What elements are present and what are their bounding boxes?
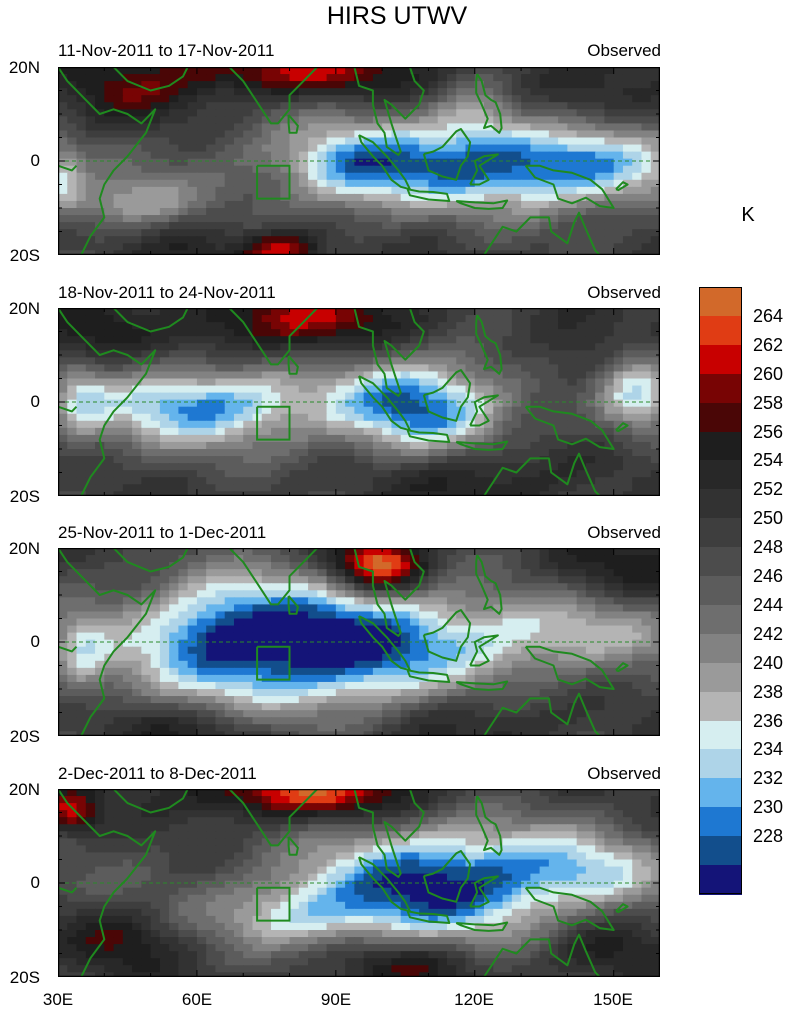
- colorbar-bin: [699, 431, 742, 461]
- colorbar-bin: [699, 315, 742, 346]
- region-box: [256, 886, 291, 922]
- panel-2-period: 18-Nov-2011 to 24-Nov-2011: [58, 283, 276, 302]
- utwv-field: [58, 308, 660, 496]
- colorbar-bin: [699, 720, 742, 750]
- colorbar-outline: [699, 287, 742, 894]
- colorbar-label: 262: [753, 334, 784, 355]
- colorbar-label: 246: [753, 566, 784, 586]
- colorbar-label: 232: [753, 768, 784, 789]
- colorbar-label: 244: [753, 594, 784, 615]
- colorbar-label: 242: [753, 623, 784, 644]
- panel-1-map: [58, 67, 660, 255]
- panel-3-ytick-20s: 20S: [9, 727, 40, 746]
- colorbar-bin: [699, 662, 742, 693]
- tick-marks: [58, 67, 660, 255]
- tick-marks: [58, 548, 660, 736]
- panel-3-ytick-0: 0: [30, 632, 40, 651]
- panel-3-map: [58, 548, 660, 736]
- colorbar-label: 264: [753, 305, 784, 326]
- colorbar-bin: [699, 865, 742, 895]
- panel-3-period: 25-Nov-2011 to 1-Dec-2011: [58, 523, 267, 542]
- colorbar-bin: [699, 633, 742, 664]
- colorbar-label: 250: [753, 508, 784, 529]
- panel-4-label: Observed: [587, 764, 661, 783]
- colorbar-label: 260: [753, 363, 784, 384]
- colorbar-bin: [699, 749, 742, 779]
- colorbar-bin: [699, 576, 742, 606]
- panel-4-ytick-0: 0: [30, 873, 40, 892]
- coastlines: [58, 789, 629, 977]
- colorbar-label: 236: [753, 710, 784, 731]
- panel-2-map: [58, 308, 660, 496]
- panel-2-ytick-20s: 20S: [9, 487, 40, 506]
- colorbar-bin: [699, 373, 742, 404]
- region-box: [256, 164, 291, 200]
- colorbar-bin: [699, 489, 742, 519]
- colorbar-label: 228: [753, 826, 784, 847]
- colorbar-bin: [699, 287, 742, 317]
- colorbar-bin: [699, 807, 742, 837]
- colorbar-bin: [699, 547, 742, 577]
- colorbar-bin: [699, 604, 742, 635]
- panel-3-ytick-20n: 20N: [8, 539, 40, 558]
- panel-1-ytick-20s: 20S: [9, 246, 40, 265]
- colorbar-unit-label: K: [741, 204, 755, 226]
- utwv-field: [58, 67, 660, 255]
- colorbar-label: 254: [753, 450, 784, 471]
- xtick-30e: 30E: [42, 990, 74, 1009]
- xtick-60e: 60E: [181, 990, 213, 1009]
- tick-marks: [58, 308, 660, 496]
- coastlines: [58, 308, 629, 496]
- panel-2-ytick-0: 0: [30, 392, 40, 411]
- tick-marks: [58, 789, 660, 977]
- region-box: [256, 645, 291, 681]
- chart-title: HIRS UTWV: [326, 2, 468, 30]
- xtick-120e: 120E: [454, 990, 494, 1009]
- colorbar-bin: [699, 460, 742, 490]
- colorbar-bin: [699, 518, 742, 548]
- coastlines: [58, 67, 629, 255]
- region-box: [256, 405, 291, 441]
- panel-2-ytick-20n: 20N: [8, 299, 40, 318]
- colorbar-label: 248: [753, 537, 784, 558]
- panel-1-ytick-0: 0: [30, 151, 40, 170]
- colorbar-bin: [699, 402, 742, 433]
- panel-4-period: 2-Dec-2011 to 8-Dec-2011: [58, 764, 257, 783]
- colorbar-bin: [699, 691, 742, 722]
- xtick-150e: 150E: [593, 990, 633, 1009]
- coastlines: [58, 548, 629, 736]
- panel-4-ytick-20s: 20S: [9, 968, 40, 987]
- panel-1-period: 11-Nov-2011 to 17-Nov-2011: [58, 41, 275, 60]
- panel-1-ytick-20n: 20N: [8, 58, 40, 77]
- colorbar-bin: [699, 344, 742, 375]
- utwv-field: [58, 548, 660, 736]
- colorbar-label: 240: [753, 652, 784, 673]
- panel-4-ytick-20n: 20N: [8, 780, 40, 799]
- panel-4-map: [58, 789, 660, 977]
- panel-1-label: Observed: [587, 41, 661, 60]
- xtick-90e: 90E: [320, 990, 352, 1009]
- colorbar-label: 230: [753, 797, 784, 818]
- colorbar-label: 258: [753, 392, 784, 413]
- colorbar-bin: [699, 778, 742, 808]
- colorbar-label: 252: [753, 479, 784, 500]
- panel-2-label: Observed: [587, 283, 661, 302]
- colorbar-label: 238: [753, 681, 784, 702]
- colorbar-label: 234: [753, 739, 784, 760]
- colorbar-label: 256: [753, 421, 784, 442]
- panel-3-label: Observed: [587, 523, 661, 542]
- colorbar-bin: [699, 836, 742, 866]
